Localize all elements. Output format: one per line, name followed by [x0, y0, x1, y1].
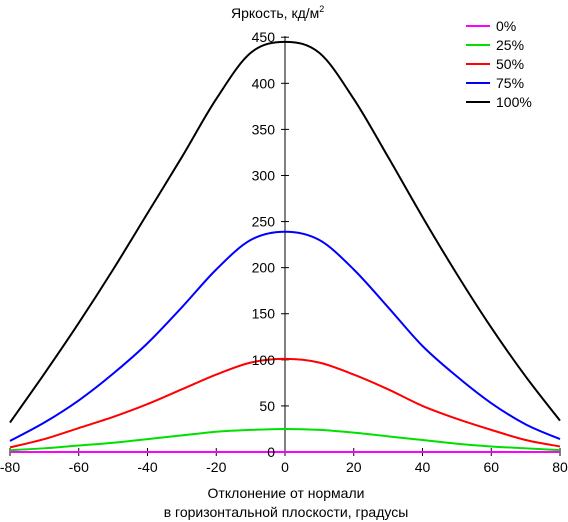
y-tick-label: 250 [252, 214, 276, 230]
x-tick-label: 60 [483, 459, 499, 475]
tick-labels: -80 -60 -40 -20 0 20 40 60 80 0 50 100 150 200 250 300 3… [0, 29, 568, 475]
x-tick-label: -60 [69, 459, 89, 475]
x-tick-label: -80 [0, 459, 20, 475]
legend-label: 50% [496, 56, 524, 72]
y-tick-label: 400 [252, 75, 276, 91]
legend-label: 100% [496, 94, 532, 110]
y-axis-title: Яркость, кд/м2 [231, 4, 324, 21]
x-tick-label: 20 [346, 459, 362, 475]
y-tick-label: 200 [252, 260, 276, 276]
x-tick-label: 40 [415, 459, 431, 475]
y-tick-label: 300 [252, 167, 276, 183]
y-tick-label: 150 [252, 306, 276, 322]
y-axis-title-superscript: 2 [319, 4, 324, 14]
y-tick-label: 50 [259, 398, 275, 414]
legend: 0% 25% 50% 75% 100% [466, 18, 532, 110]
x-tick-label: 0 [281, 459, 289, 475]
legend-label: 75% [496, 75, 524, 91]
x-axis-title-line2: в горизонтальной плоскости, градусы [164, 504, 409, 520]
x-tick-label: 80 [552, 459, 568, 475]
y-tick-label: 350 [252, 121, 276, 137]
y-tick-label: 100 [252, 352, 276, 368]
legend-label: 0% [496, 18, 516, 34]
x-tick-label: -40 [137, 459, 157, 475]
y-axis-title-main: Яркость, кд/м [231, 5, 319, 21]
y-tick-label: 450 [252, 29, 276, 45]
series-layer [9, 40, 561, 453]
y-tick-label: 0 [267, 444, 275, 460]
x-axis-title-line1: Отклонение от нормали [208, 485, 365, 501]
legend-label: 25% [496, 37, 524, 53]
x-tick-label: -20 [206, 459, 226, 475]
